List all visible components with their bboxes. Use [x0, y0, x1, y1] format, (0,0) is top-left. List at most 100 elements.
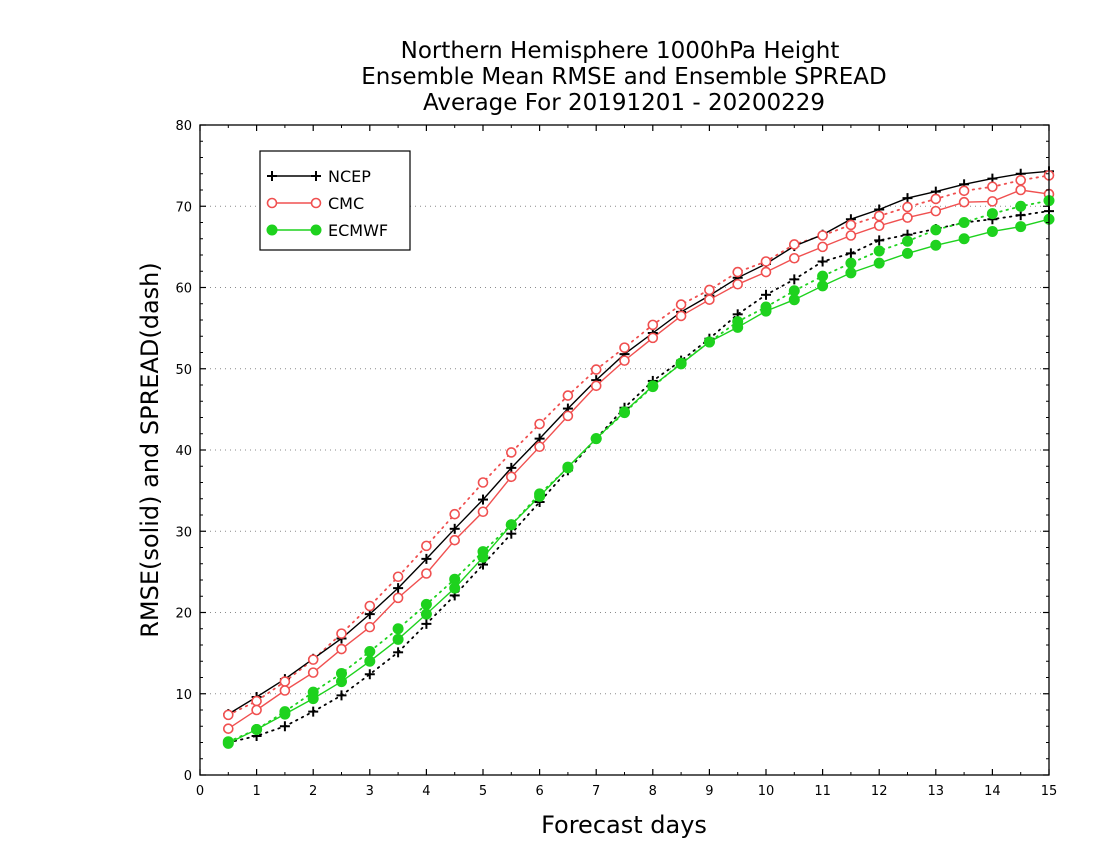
y-axis-label: RMSE(solid) and SPREAD(dash): [136, 262, 164, 638]
ncep-spread-point: [761, 289, 771, 300]
ncep-spread-point: [845, 248, 856, 259]
ecmwf-spread-point: [958, 217, 970, 228]
y-tick-label-50: 50: [175, 363, 192, 378]
x-tick-label-11: 11: [814, 784, 831, 799]
ecmwf-rmse-point: [647, 380, 659, 392]
ecmwf-rmse-point: [562, 461, 574, 473]
ncep-spread-point: [874, 235, 885, 246]
ecmwf-markers: [222, 195, 1055, 749]
cmc-spread-point: [675, 299, 687, 310]
series-layer: [222, 166, 1055, 749]
cmc-rmse-point: [449, 534, 461, 546]
y-tick-label-0: 0: [184, 769, 192, 784]
ecmwf-rmse-point: [505, 519, 517, 531]
ecmwf-rmse-point: [873, 257, 885, 269]
x-tick-label-6: 6: [535, 784, 543, 799]
cmc-spread-point: [647, 319, 659, 331]
ncep-spread-point: [506, 528, 517, 539]
cmc-rmse-point: [223, 723, 234, 734]
ecmwf-spread-point: [392, 623, 404, 635]
legend-label-ncep: NCEP: [328, 167, 371, 186]
ncep-markers: [223, 166, 1054, 748]
ecmwf-rmse-point: [590, 433, 602, 445]
legend-marker-cmc: [266, 197, 278, 209]
ecmwf-rmse-point: [336, 676, 347, 688]
ecmwf-rmse-point: [845, 267, 857, 279]
legend-marker-ecmwf: [266, 224, 278, 236]
ecmwf-rmse-point: [477, 551, 489, 563]
cmc-rmse-point: [477, 506, 489, 518]
x-tick-label-5: 5: [479, 784, 487, 799]
cmc-spread-point: [307, 654, 319, 665]
x-tick-label-12: 12: [871, 784, 888, 799]
ncep-spread-point: [421, 618, 432, 629]
ecmwf-spread-point: [902, 235, 913, 247]
cmc-rmse-point: [704, 294, 715, 305]
legend-entry-ecmwf: ECMWF: [266, 221, 388, 240]
cmc-rmse-point: [562, 410, 574, 422]
cmc-rmse-point: [788, 252, 800, 264]
ncep-rmse-point: [506, 462, 517, 473]
cmc-rmse-point: [590, 380, 602, 392]
legend-marker-cmc: [310, 197, 322, 209]
ncep-rmse-point: [393, 583, 404, 594]
cmc-spread-point: [619, 342, 630, 353]
cmc-rmse-point: [958, 196, 970, 208]
ncep-spread-point: [817, 256, 828, 267]
ncep-spread-point: [279, 721, 290, 732]
x-tick-label-9: 9: [705, 784, 713, 799]
ecmwf-rmse-point: [222, 737, 234, 749]
ncep-spread-point: [308, 706, 319, 717]
cmc-rmse-point: [505, 471, 517, 483]
ncep-spread-point: [336, 690, 347, 701]
ecmwf-spread-point: [986, 208, 998, 220]
ecmwf-spread-point: [420, 598, 432, 610]
cmc-spread-point: [930, 193, 942, 205]
ecmwf-spread-point: [873, 245, 885, 257]
ecmwf-rmse-point: [1015, 221, 1027, 233]
x-tick-label-2: 2: [309, 784, 317, 799]
cmc-spread-point: [364, 600, 376, 612]
x-tick-label-13: 13: [928, 784, 945, 799]
cmc-rmse-point: [307, 667, 319, 678]
cmc-spread-point: [336, 628, 347, 639]
x-tick-label-4: 4: [422, 784, 430, 799]
legend-box: [259, 150, 411, 251]
cmc-rmse-point: [1015, 184, 1027, 196]
x-tick-label-14: 14: [984, 784, 1001, 799]
x-tick-label-3: 3: [366, 784, 374, 799]
x-tick-label-8: 8: [649, 784, 657, 799]
ecmwf-rmse-point: [420, 608, 432, 620]
y-tick-label-20: 20: [175, 607, 192, 622]
legend-label-cmc: CMC: [328, 194, 364, 213]
cmc-spread-point: [845, 219, 857, 231]
y-tick-label-70: 70: [175, 200, 192, 215]
ecmwf-spread-point: [364, 646, 376, 657]
x-tick-label-7: 7: [592, 784, 600, 799]
ecmwf-rmse-point: [534, 490, 546, 502]
x-tick-label-1: 1: [252, 784, 260, 799]
cmc-rmse-point: [619, 355, 630, 366]
ncep-spread-line: [227, 210, 1050, 744]
x-tick-label-10: 10: [758, 784, 775, 799]
cmc-rmse-line: [227, 189, 1050, 730]
ncep-rmse-point: [449, 523, 460, 534]
y-tick-label-40: 40: [175, 444, 192, 459]
y-tick-label-30: 30: [175, 525, 192, 540]
ecmwf-rmse-point: [788, 294, 800, 306]
cmc-spread-point: [902, 201, 913, 213]
cmc-markers: [223, 170, 1055, 734]
title-line-1: Northern Hemisphere 1000hPa Height: [401, 38, 840, 64]
cmc-spread-point: [590, 364, 602, 375]
cmc-spread-point: [223, 709, 234, 721]
ecmwf-spread-point: [845, 257, 857, 269]
ecmwf-rmse-point: [279, 708, 291, 720]
ecmwf-rmse-point: [392, 633, 404, 645]
cmc-rmse-point: [534, 441, 545, 453]
ncep-rmse-point: [902, 193, 913, 204]
ecmwf-rmse-point: [703, 336, 715, 348]
cmc-rmse-point: [421, 568, 432, 579]
ncep-spread-point: [1015, 210, 1026, 221]
cmc-rmse-point: [873, 220, 885, 232]
ncep-spread-point: [789, 274, 800, 285]
